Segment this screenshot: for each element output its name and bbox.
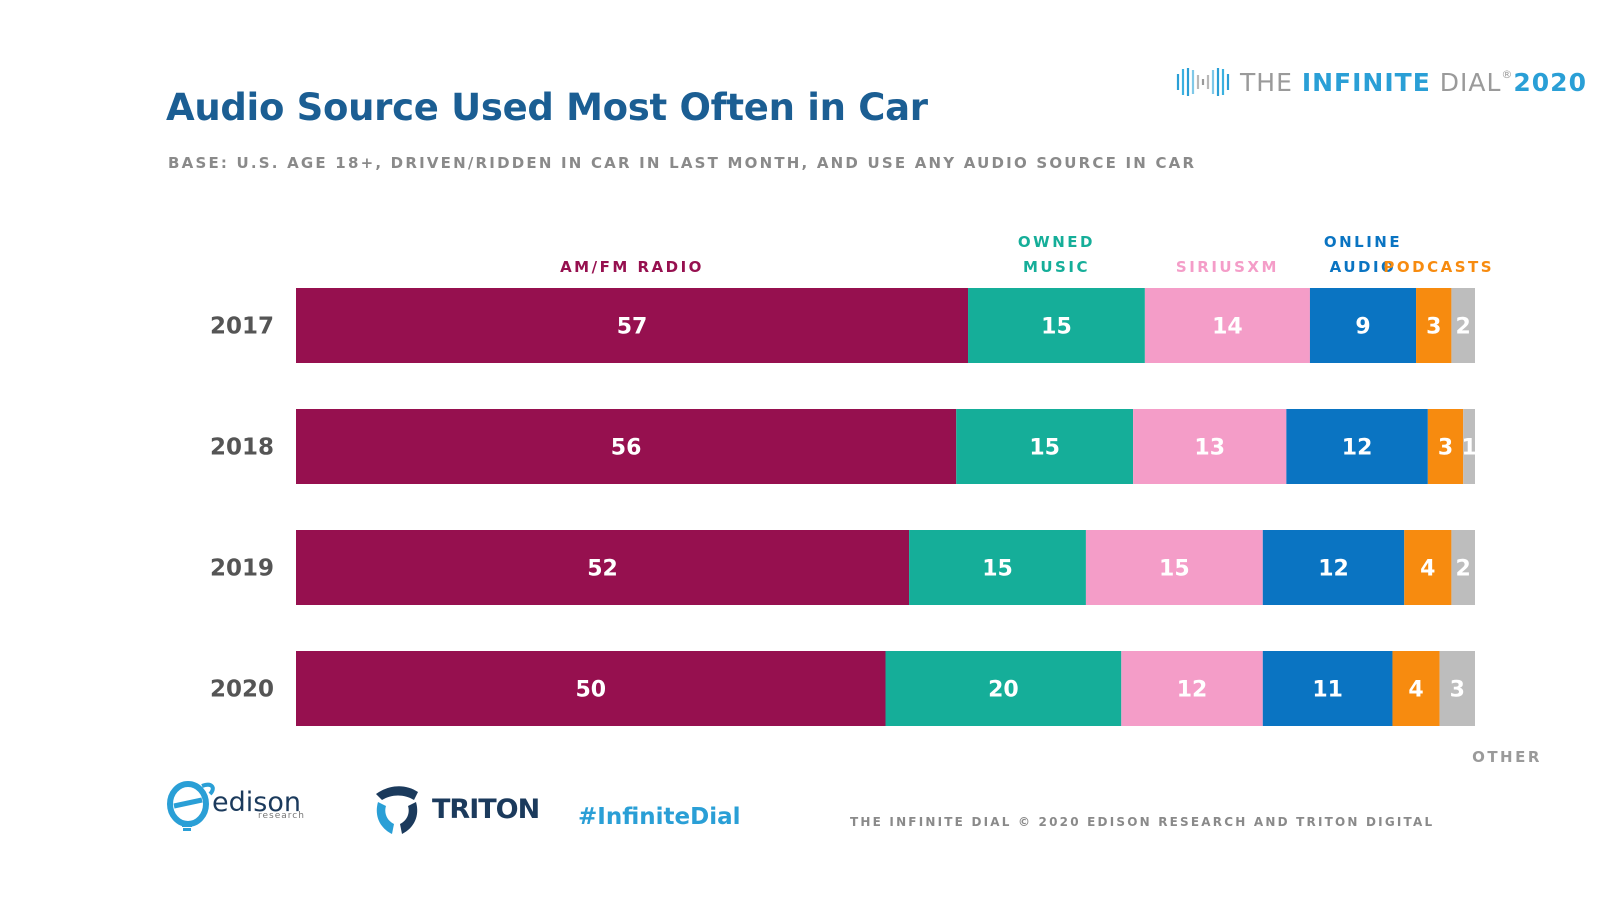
data-label-online-audio-2020: 11 bbox=[1312, 678, 1343, 703]
data-label-podcasts-2019: 4 bbox=[1420, 557, 1435, 582]
data-label-podcasts-2017: 3 bbox=[1426, 315, 1441, 340]
data-label-other-2019: 2 bbox=[1456, 557, 1471, 582]
legend-label-podcasts: PODCASTS bbox=[1383, 258, 1494, 276]
edison-subtext: research bbox=[258, 811, 305, 821]
data-label-online-audio-2018: 12 bbox=[1342, 436, 1373, 461]
bar-siriusxm-2020 bbox=[1121, 651, 1263, 726]
data-label-am-fm-radio-2020: 50 bbox=[575, 678, 606, 703]
data-label-other-2020: 3 bbox=[1450, 678, 1465, 703]
bar-owned-music-2020 bbox=[885, 651, 1122, 726]
bar-podcasts-2017 bbox=[1416, 288, 1452, 363]
bar-other-2019 bbox=[1451, 530, 1475, 605]
data-label-siriusxm-2018: 13 bbox=[1194, 436, 1225, 461]
brand-suffix: DIAL bbox=[1430, 67, 1502, 97]
bar-online-audio-2017 bbox=[1309, 288, 1417, 363]
bar-other-2020 bbox=[1439, 651, 1475, 726]
year-label-2018: 2018 bbox=[210, 435, 274, 461]
hashtag: #InfiniteDial bbox=[578, 804, 741, 830]
data-label-other-2017: 2 bbox=[1456, 315, 1471, 340]
legend-label-owned-music: OWNED MUSIC bbox=[1018, 233, 1095, 276]
bar-siriusxm-2017 bbox=[1144, 288, 1310, 363]
legend-label-online-audio: ONLINE AUDIO bbox=[1324, 233, 1402, 276]
copyright-text: THE INFINITE DIAL © 2020 EDISON RESEARCH… bbox=[850, 815, 1435, 829]
edison-wordmark: edison bbox=[212, 787, 301, 818]
bar-other-2017 bbox=[1451, 288, 1475, 363]
legend-label-other: OTHER bbox=[1472, 748, 1542, 766]
year-label-2019: 2019 bbox=[210, 556, 274, 582]
data-label-am-fm-radio-2018: 56 bbox=[611, 436, 642, 461]
bar-online-audio-2019 bbox=[1262, 530, 1405, 605]
bar-am-fm-radio-2018 bbox=[296, 409, 957, 484]
bar-online-audio-2018 bbox=[1286, 409, 1428, 484]
bar-am-fm-radio-2020 bbox=[296, 651, 886, 726]
data-label-other-2018: 1 bbox=[1461, 436, 1476, 461]
chart-subtitle: BASE: U.S. AGE 18+, DRIVEN/RIDDEN IN CAR… bbox=[168, 154, 1197, 172]
edison-research-logo: edison research bbox=[166, 778, 305, 834]
bar-podcasts-2020 bbox=[1392, 651, 1440, 726]
data-label-siriusxm-2019: 15 bbox=[1159, 557, 1190, 582]
bar-online-audio-2020 bbox=[1262, 651, 1393, 726]
bar-siriusxm-2018 bbox=[1133, 409, 1287, 484]
bar-owned-music-2019 bbox=[909, 530, 1086, 605]
triton-wordmark: TRITON bbox=[432, 793, 540, 825]
brand-trademark: ® bbox=[1501, 67, 1514, 81]
bar-owned-music-2017 bbox=[968, 288, 1145, 363]
bar-siriusxm-2019 bbox=[1085, 530, 1263, 605]
year-label-2017: 2017 bbox=[210, 314, 274, 340]
data-label-am-fm-radio-2017: 57 bbox=[617, 315, 648, 340]
bar-podcasts-2019 bbox=[1404, 530, 1452, 605]
triton-digital-logo: TRITON bbox=[370, 782, 540, 836]
bar-other-2018 bbox=[1463, 409, 1475, 484]
brand-wordmark: THE INFINITE DIAL®2020 bbox=[1240, 68, 1587, 97]
data-label-siriusxm-2020: 12 bbox=[1177, 678, 1208, 703]
triton-logo-icon bbox=[376, 786, 418, 834]
data-label-owned-music-2019: 15 bbox=[982, 557, 1013, 582]
brand-prefix: THE bbox=[1240, 67, 1302, 97]
data-label-owned-music-2020: 20 bbox=[988, 678, 1019, 703]
bar-am-fm-radio-2019 bbox=[296, 530, 910, 605]
infinite-dial-brand: THE INFINITE DIAL®2020 bbox=[1174, 64, 1587, 100]
data-label-owned-music-2017: 15 bbox=[1041, 315, 1072, 340]
bar-owned-music-2018 bbox=[956, 409, 1134, 484]
data-label-owned-music-2018: 15 bbox=[1029, 436, 1060, 461]
infinite-dial-logo-icon bbox=[1176, 68, 1230, 96]
year-label-2020: 2020 bbox=[210, 677, 274, 703]
data-label-siriusxm-2017: 14 bbox=[1212, 315, 1243, 340]
data-label-am-fm-radio-2019: 52 bbox=[587, 557, 618, 582]
legend-label-siriusxm: SIRIUSXM bbox=[1176, 258, 1279, 276]
edison-logo-icon bbox=[167, 781, 215, 831]
bar-am-fm-radio-2017 bbox=[296, 288, 969, 363]
chart-title: Audio Source Used Most Often in Car bbox=[166, 86, 928, 129]
legend-label-am-fm-radio: AM/FM RADIO bbox=[560, 258, 704, 276]
data-label-podcasts-2018: 3 bbox=[1438, 436, 1453, 461]
data-label-podcasts-2020: 4 bbox=[1408, 678, 1423, 703]
brand-year: 2020 bbox=[1513, 67, 1587, 97]
brand-highlight: INFINITE bbox=[1301, 67, 1431, 97]
data-label-online-audio-2017: 9 bbox=[1355, 315, 1370, 340]
bar-podcasts-2018 bbox=[1427, 409, 1464, 484]
data-label-online-audio-2019: 12 bbox=[1318, 557, 1349, 582]
